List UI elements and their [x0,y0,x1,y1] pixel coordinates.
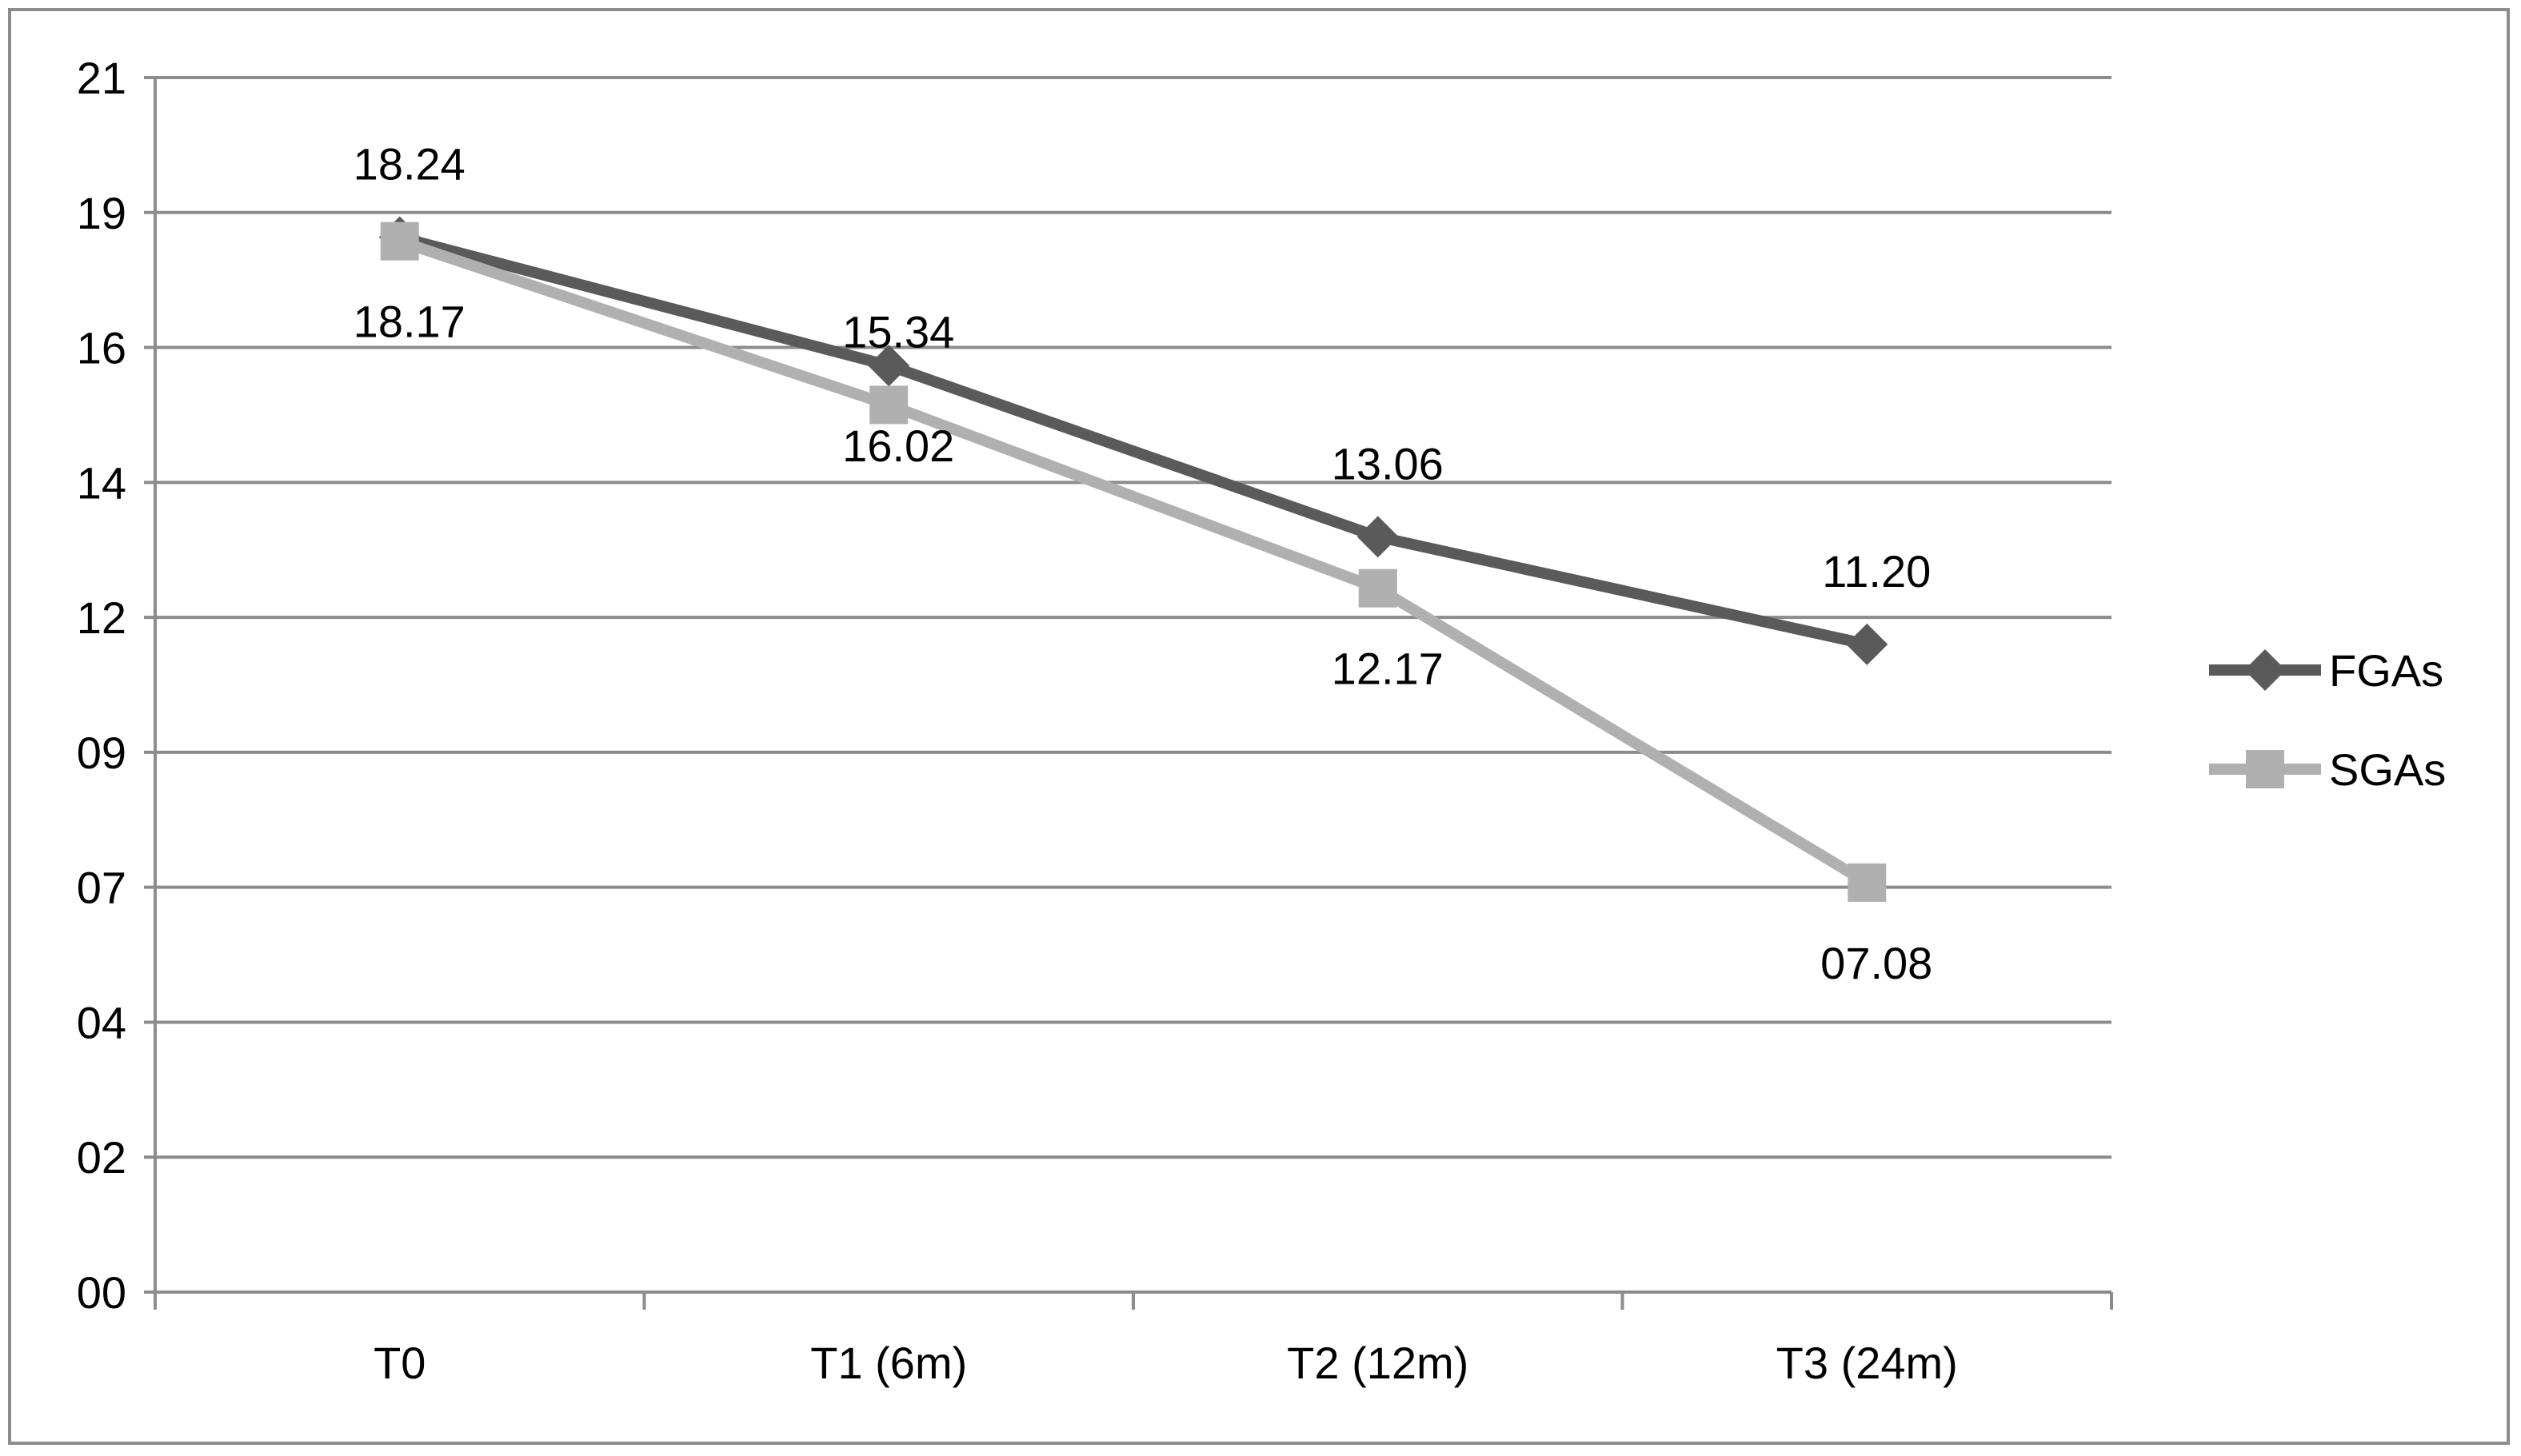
y-tick-label: 21 [77,53,126,103]
x-tick-label: T1 (6m) [810,1338,967,1388]
y-tick-label: 12 [77,592,126,643]
sgas-data-point [380,221,419,261]
sgas-data-point [869,385,909,425]
y-tick-label: 00 [77,1267,126,1318]
fgas-data-label: 13.06 [1332,438,1444,489]
sgas-data-label: 15.34 [842,306,954,357]
y-tick-label: 07 [77,863,126,913]
legend: FGAs SGAs [2209,645,2446,795]
y-tick-label: 04 [77,997,126,1047]
y-tick-label: 16 [77,323,126,373]
fgas-data-label: 18.24 [354,139,465,189]
fgas-data-point [868,345,910,387]
fgas-data-label: 16.02 [842,421,954,471]
x-tick-label: T0 [374,1338,425,1388]
sgas-series-line [398,236,1870,888]
line-chart: 00 02 04 07 09 12 14 16 19 21 T0 T1 (6m) T2 (12m) T3 … [77,53,2447,1388]
sgas-data-point [1848,863,1887,902]
legend-fgas-marker [2244,649,2286,691]
data-labels: 18.24 16.02 13.06 11.20 18.17 15.34 12.17 07.08 [354,139,1933,988]
y-tick-label: 02 [77,1132,126,1183]
sgas-data-label: 12.17 [1332,644,1444,694]
axes: 00 02 04 07 09 12 14 16 19 21 T0 T1 (6m) T2 (12m) T3 … [77,53,2113,1388]
chart-frame: 00 02 04 07 09 12 14 16 19 21 T0 T1 (6m) T2 (12m) T3 … [8,8,2510,1445]
fgas-data-point [1356,516,1399,558]
sgas-data-point [1358,568,1397,608]
legend-fgas-label: FGAs [2329,645,2443,696]
sgas-data-label: 07.08 [1820,938,1932,988]
gridlines [144,76,2111,1294]
sgas-data-label: 18.17 [354,297,465,347]
x-tick-label: T2 (12m) [1287,1338,1468,1388]
fgas-data-label: 11.20 [1822,546,1931,596]
legend-sgas-marker [2246,750,2284,788]
legend-sgas-label: SGAs [2329,744,2446,795]
fgas-data-point [1846,623,1888,665]
series [378,216,1888,902]
y-tick-label: 09 [77,728,126,778]
y-tick-label: 14 [77,457,126,508]
fgas-series-line [398,231,1868,650]
y-tick-label: 19 [77,188,126,238]
x-tick-label: T3 (24m) [1776,1338,1958,1388]
